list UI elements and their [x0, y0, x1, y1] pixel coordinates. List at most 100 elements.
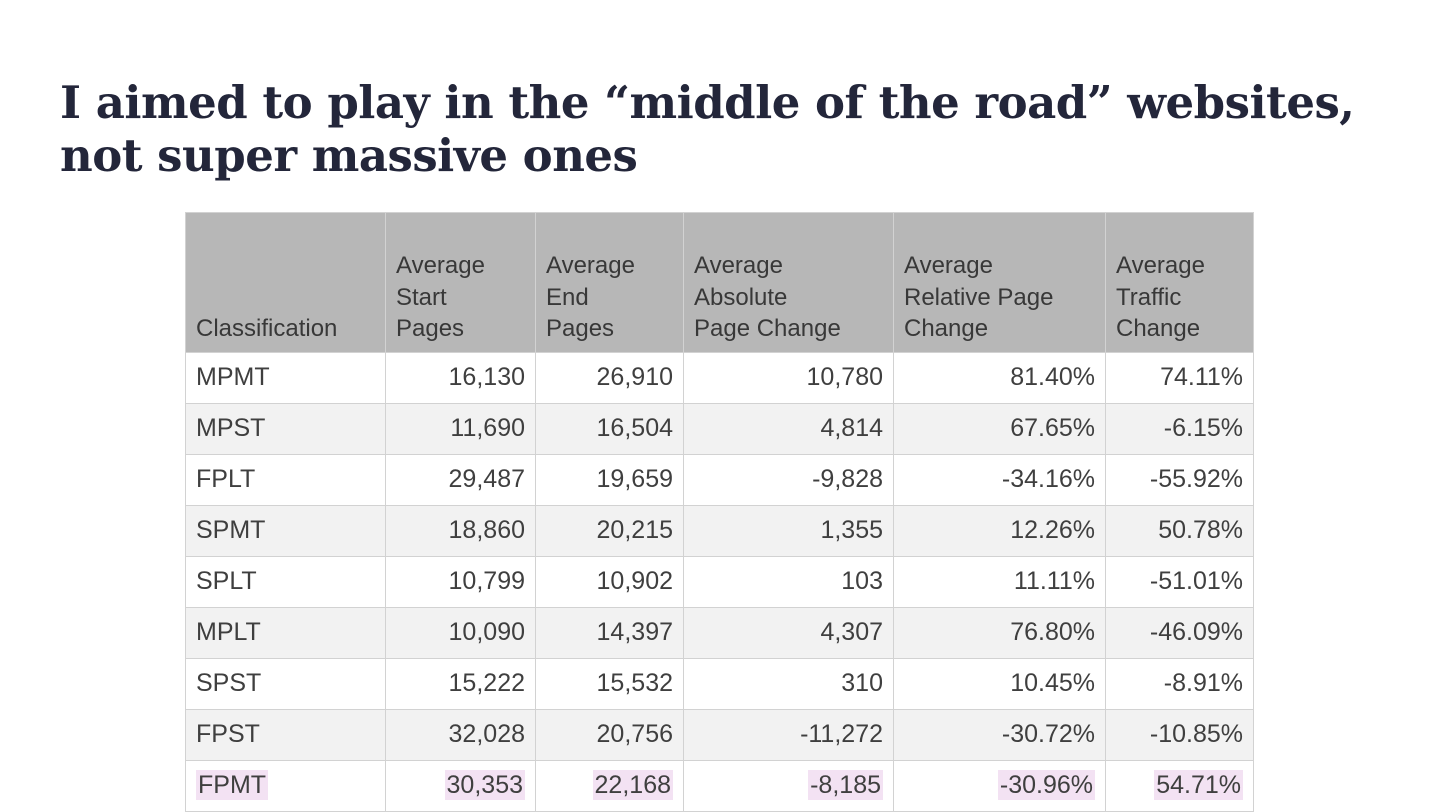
table-cell: -34.16%: [893, 454, 1106, 506]
table-cell: SPMT: [185, 505, 386, 557]
cell-value: 18,860: [448, 515, 525, 544]
cell-value: -34.16%: [1001, 464, 1095, 493]
cell-value: 103: [841, 566, 883, 595]
table-cell: FPST: [185, 709, 386, 761]
table-cell: 20,215: [535, 505, 684, 557]
table-cell: -46.09%: [1105, 607, 1254, 659]
cell-value: FPST: [196, 719, 260, 748]
table-row: SPMT 18,860 20,215 1,355 12.26% 50.78%: [185, 505, 1254, 557]
table-cell: 14,397: [535, 607, 684, 659]
cell-value: FPLT: [196, 464, 256, 493]
cell-value: 10,780: [806, 362, 883, 391]
table-cell: 16,130: [385, 352, 536, 404]
table-cell: SPST: [185, 658, 386, 710]
cell-value: 30,353: [444, 769, 525, 800]
cell-value: 4,814: [820, 413, 883, 442]
table-cell: 74.11%: [1105, 352, 1254, 404]
table-cell: 16,504: [535, 403, 684, 455]
table-cell: 10,799: [385, 556, 536, 608]
table-row: SPLT 10,799 10,902 103 11.11% -51.01%: [185, 556, 1254, 608]
cell-value: -46.09%: [1149, 617, 1243, 646]
table-cell: -8,185: [683, 760, 894, 812]
table-cell: 20,756: [535, 709, 684, 761]
table-cell: 81.40%: [893, 352, 1106, 404]
header-cell-avg-relative-page-change: Average Relative Page Change: [893, 212, 1106, 353]
table-header-row: Classification Average Start Pages Avera…: [185, 212, 1254, 353]
cell-value: -30.96%: [997, 769, 1095, 800]
cell-value: 50.78%: [1158, 515, 1243, 544]
table-cell: -11,272: [683, 709, 894, 761]
table-cell: 4,307: [683, 607, 894, 659]
cell-value: 12.26%: [1010, 515, 1095, 544]
table-cell: 15,222: [385, 658, 536, 710]
table-cell: MPLT: [185, 607, 386, 659]
cell-value: FPMT: [196, 769, 269, 800]
table-cell: -30.72%: [893, 709, 1106, 761]
table-cell: 50.78%: [1105, 505, 1254, 557]
header-cell-avg-end-pages: Average End Pages: [535, 212, 684, 353]
table-row: MPLT 10,090 14,397 4,307 76.80% -46.09%: [185, 607, 1254, 659]
cell-value: 67.65%: [1010, 413, 1095, 442]
table-cell: -51.01%: [1105, 556, 1254, 608]
cell-value: 16,130: [448, 362, 525, 391]
table-cell: 12.26%: [893, 505, 1106, 557]
table-cell: -8.91%: [1105, 658, 1254, 710]
cell-value: 26,910: [596, 362, 673, 391]
cell-value: 29,487: [448, 464, 525, 493]
cell-value: 11,690: [450, 413, 525, 442]
table-cell: 18,860: [385, 505, 536, 557]
table-cell: 30,353: [385, 760, 536, 812]
table-cell: 22,168: [535, 760, 684, 812]
cell-value: -6.15%: [1163, 413, 1243, 442]
cell-value: 74.11%: [1160, 362, 1243, 391]
table-cell: 10,090: [385, 607, 536, 659]
table-cell: SPLT: [185, 556, 386, 608]
cell-value: 54.71%: [1154, 769, 1243, 800]
table-cell: 10.45%: [893, 658, 1106, 710]
cell-value: SPLT: [196, 566, 257, 595]
cell-value: -9,828: [812, 464, 883, 493]
table-cell: 32,028: [385, 709, 536, 761]
data-table: Classification Average Start Pages Avera…: [185, 212, 1254, 812]
cell-value: 19,659: [596, 464, 673, 493]
cell-value: MPLT: [196, 617, 261, 646]
table-row: MPMT 16,130 26,910 10,780 81.40% 74.11%: [185, 352, 1254, 404]
table-cell: 11,690: [385, 403, 536, 455]
cell-value: SPST: [196, 668, 262, 697]
cell-value: MPST: [196, 413, 266, 442]
cell-value: 11.11%: [1013, 566, 1095, 595]
table-cell: -30.96%: [893, 760, 1106, 812]
table-cell: 10,780: [683, 352, 894, 404]
cell-value: 20,215: [596, 515, 673, 544]
cell-value: 32,028: [448, 719, 525, 748]
table-cell: 1,355: [683, 505, 894, 557]
table-row: MPST 11,690 16,504 4,814 67.65% -6.15%: [185, 403, 1254, 455]
cell-value: -55.92%: [1149, 464, 1243, 493]
cell-value: 76.80%: [1010, 617, 1095, 646]
cell-value: 10.45%: [1010, 668, 1095, 697]
cell-value: 10,902: [596, 566, 673, 595]
table-row-highlighted: FPMT 30,353 22,168 -8,185 -30.96% 54.71%: [185, 760, 1254, 812]
table-cell: 19,659: [535, 454, 684, 506]
header-cell-avg-absolute-page-change: Average Absolute Page Change: [683, 212, 894, 353]
table-cell: 4,814: [683, 403, 894, 455]
table-cell: MPMT: [185, 352, 386, 404]
cell-value: 20,756: [596, 719, 673, 748]
cell-value: 22,168: [592, 769, 673, 800]
table-cell: -10.85%: [1105, 709, 1254, 761]
table-row: FPST 32,028 20,756 -11,272 -30.72% -10.8…: [185, 709, 1254, 761]
table-row: SPST 15,222 15,532 310 10.45% -8.91%: [185, 658, 1254, 710]
table-cell: 26,910: [535, 352, 684, 404]
cell-value: 15,532: [596, 668, 673, 697]
table-cell: FPMT: [185, 760, 386, 812]
table-cell: 11.11%: [893, 556, 1106, 608]
table-cell: 67.65%: [893, 403, 1106, 455]
cell-value: 310: [841, 668, 883, 697]
table-cell: -9,828: [683, 454, 894, 506]
cell-value: MPMT: [196, 362, 270, 391]
header-cell-avg-start-pages: Average Start Pages: [385, 212, 536, 353]
cell-value: 10,799: [448, 566, 525, 595]
cell-value: 15,222: [448, 668, 525, 697]
table-cell: 76.80%: [893, 607, 1106, 659]
